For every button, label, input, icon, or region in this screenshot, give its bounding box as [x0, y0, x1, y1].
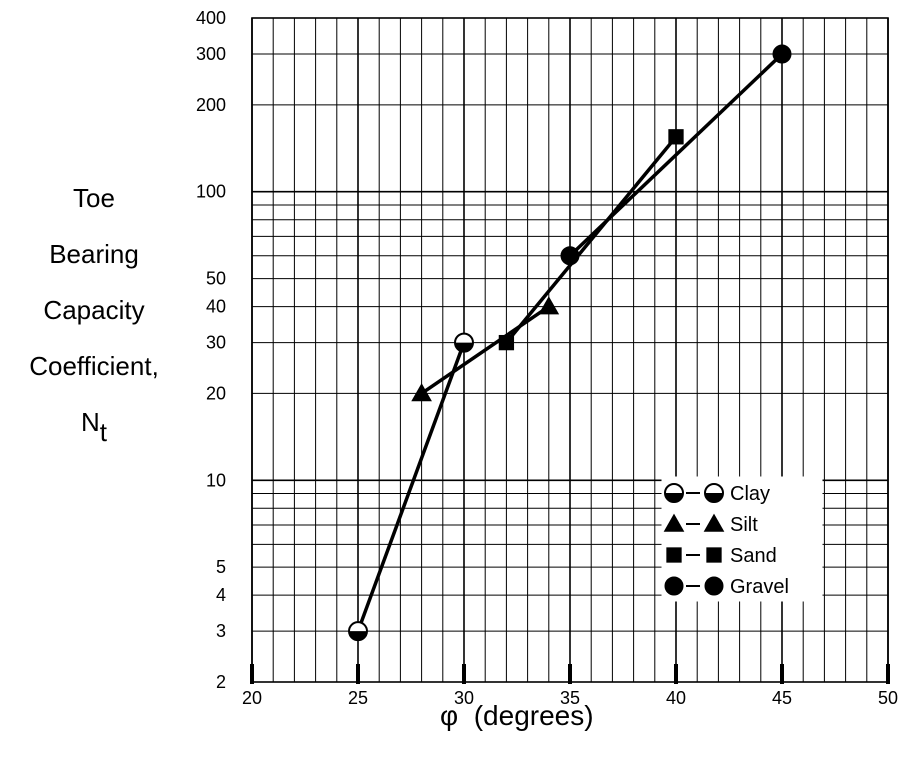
x-axis-text: (degrees): [473, 700, 594, 731]
y-axis-label: Toe Bearing Capacity Coefficient, Nt: [0, 170, 188, 460]
data-point-gravel: [772, 44, 792, 64]
x-tick-label: 20: [242, 688, 262, 708]
legend-marker-sand: [706, 547, 722, 563]
data-point-clay: [454, 332, 474, 353]
legend-marker-silt: [663, 513, 685, 532]
y-tick-label: 30: [206, 333, 226, 353]
x-tick-label: 35: [560, 688, 580, 708]
x-tick-label: 50: [878, 688, 898, 708]
series-markers: [348, 44, 792, 642]
legend: Clay Silt Sand Gravel: [661, 476, 823, 602]
data-point-silt: [538, 296, 560, 315]
x-tick-label: 40: [666, 688, 686, 708]
legend-marker-clay: [704, 483, 724, 503]
legend-marker-sand: [666, 547, 682, 563]
y-axis-label-line-1: Toe: [73, 183, 115, 213]
legend-label-clay: Clay: [730, 483, 770, 505]
data-point-sand: [498, 334, 515, 351]
y-tick-label: 100: [196, 182, 226, 202]
y-axis-label-line-4: Coefficient,: [29, 351, 159, 381]
series-line-silt: [420, 305, 550, 395]
data-point-sand: [668, 129, 684, 145]
legend-marker-silt: [703, 513, 725, 532]
legend-marker-gravel: [664, 576, 684, 596]
y-tick-label: 20: [206, 383, 226, 403]
x-axis-symbol: φ: [440, 700, 459, 731]
legend-marker-gravel: [704, 576, 724, 596]
y-tick-label: 400: [196, 8, 226, 28]
y-axis-symbol: N: [80, 407, 100, 437]
y-tick-label: 40: [206, 297, 226, 317]
y-tick-label: 50: [206, 269, 226, 289]
y-tick-label: 300: [196, 44, 226, 64]
series-line-gravel: [568, 52, 784, 258]
series-lines: [356, 52, 784, 632]
series-line-clay: [356, 342, 466, 632]
series-line-sand: [505, 135, 678, 344]
legend-label-sand: Sand: [730, 545, 777, 567]
data-point-gravel: [560, 246, 580, 266]
legend-label-gravel: Gravel: [730, 576, 789, 598]
data-point-silt: [411, 383, 432, 402]
y-axis-label-line-3: Capacity: [43, 295, 145, 325]
y-tick-label: 5: [216, 557, 226, 577]
y-tick-label: 3: [216, 621, 226, 641]
y-axis-label-symbol-line: Nt: [0, 394, 188, 460]
data-point-clay: [348, 621, 368, 642]
y-tick-label: 10: [206, 470, 226, 490]
x-tick-label: 30: [454, 688, 474, 708]
legend-marker-clay: [664, 483, 684, 503]
y-tick-label: 200: [196, 95, 226, 115]
y-axis-label-line-2: Bearing: [49, 239, 139, 269]
legend-box: [661, 476, 823, 602]
y-axis-subscript: t: [99, 417, 107, 447]
x-tick-label: 45: [772, 688, 792, 708]
legend-label-silt: Silt: [730, 514, 758, 536]
x-axis-label: φ (degrees): [440, 700, 740, 732]
x-tick-label: 25: [348, 688, 368, 708]
y-tick-label: 4: [216, 585, 226, 605]
y-tick-label: 2: [216, 672, 226, 692]
